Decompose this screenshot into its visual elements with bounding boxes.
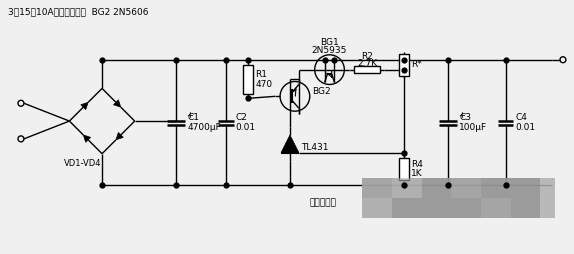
- Bar: [392, 198, 421, 218]
- Polygon shape: [83, 135, 91, 142]
- Text: +: +: [458, 110, 465, 120]
- Text: 0.01: 0.01: [515, 123, 536, 132]
- Bar: [510, 198, 540, 218]
- Text: TL431: TL431: [301, 143, 328, 152]
- Text: 1K: 1K: [410, 169, 422, 179]
- Bar: [451, 178, 481, 198]
- Polygon shape: [81, 102, 88, 110]
- Polygon shape: [281, 135, 299, 153]
- Text: 100μF: 100μF: [459, 123, 487, 132]
- Text: 0.01: 0.01: [235, 123, 255, 132]
- Text: R*: R*: [410, 60, 421, 69]
- Text: 调压电位器: 调压电位器: [310, 199, 336, 208]
- Bar: [481, 178, 510, 198]
- Bar: [362, 178, 555, 218]
- Text: BG1: BG1: [320, 38, 339, 47]
- Bar: [481, 198, 510, 218]
- Text: BG2: BG2: [312, 87, 331, 96]
- Bar: [399, 158, 409, 180]
- Text: C1: C1: [187, 113, 199, 122]
- Bar: [451, 198, 481, 218]
- Polygon shape: [116, 133, 123, 140]
- Text: R4: R4: [410, 160, 422, 169]
- Bar: [421, 178, 451, 198]
- Polygon shape: [114, 100, 121, 107]
- Text: 3～15侏10A可调稳压电源  BG2 2N5606: 3～15侏10A可调稳压电源 BG2 2N5606: [8, 7, 149, 16]
- Bar: [354, 66, 380, 73]
- Text: 4700μF: 4700μF: [187, 123, 221, 132]
- Text: C3: C3: [459, 113, 471, 122]
- Bar: [243, 65, 253, 94]
- Bar: [362, 178, 392, 198]
- Bar: [399, 54, 409, 76]
- Text: C4: C4: [515, 113, 528, 122]
- Text: 2.7K: 2.7K: [357, 59, 377, 68]
- Bar: [392, 178, 421, 198]
- Text: +: +: [186, 110, 193, 120]
- Bar: [510, 178, 540, 198]
- Text: 470: 470: [255, 80, 273, 89]
- Text: 2N5935: 2N5935: [312, 46, 347, 55]
- Text: R1: R1: [255, 70, 267, 79]
- Bar: [421, 198, 451, 218]
- Bar: [362, 198, 392, 218]
- Text: C2: C2: [235, 113, 247, 122]
- Text: R2: R2: [361, 52, 373, 61]
- Text: VD1-VD4: VD1-VD4: [64, 159, 101, 168]
